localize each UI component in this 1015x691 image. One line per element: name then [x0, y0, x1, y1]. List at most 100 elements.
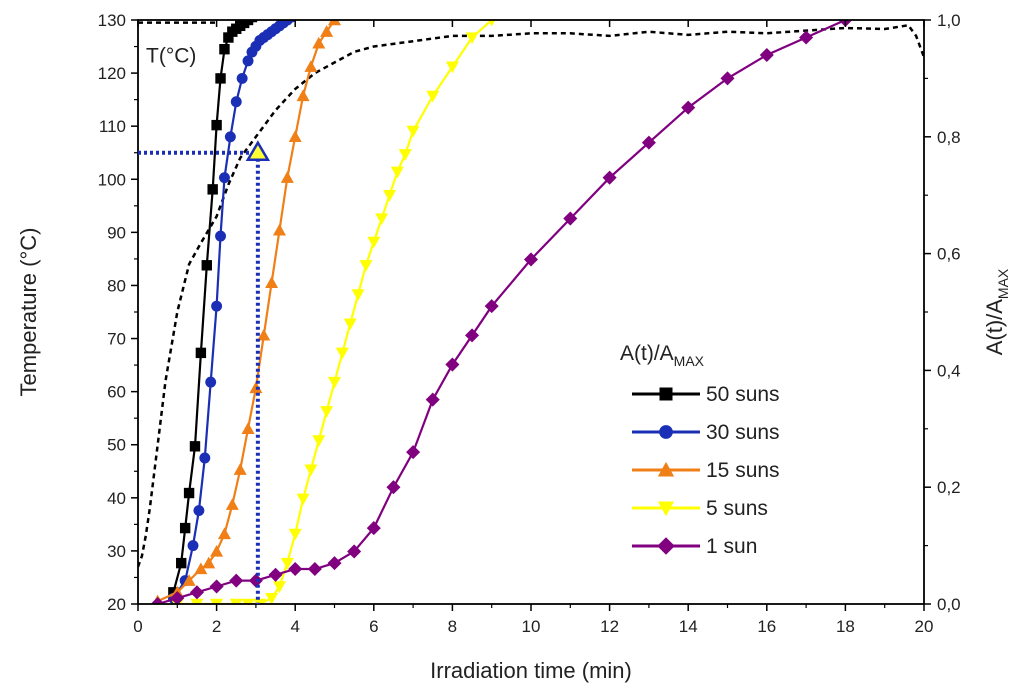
data-point-diamond: [917, 0, 931, 4]
data-point-square: [179, 522, 191, 534]
plot-frame: [137, 19, 925, 605]
data-point-diamond: [445, 357, 460, 372]
data-point-triangle-down: [488, 20, 496, 27]
data-point-circle: [236, 72, 248, 84]
data-point-circle: [659, 425, 673, 439]
marker-point-triangle: [245, 140, 271, 161]
data-point-triangle-down: [445, 61, 459, 74]
data-point-circle: [242, 55, 254, 67]
legend-label: 15 suns: [706, 459, 780, 482]
data-point-square: [176, 557, 187, 569]
y2-tick-label: 0,6: [937, 245, 961, 264]
temperature-curve: [138, 23, 924, 568]
data-point-diamond: [307, 561, 322, 576]
data-point-circle: [215, 230, 226, 242]
y-tick-label: 30: [107, 542, 126, 561]
data-point-triangle-up: [304, 60, 318, 72]
temperature-label: T(°C): [146, 44, 196, 67]
legend-label: 50 suns: [706, 383, 780, 406]
data-point-square: [242, 20, 254, 26]
data-point-triangle-down: [190, 598, 204, 604]
data-point-triangle-down: [351, 289, 365, 301]
data-point-square: [219, 44, 230, 55]
series-30-suns: [167, 20, 296, 604]
x-tick-label: 18: [836, 617, 855, 636]
data-point-triangle-down: [657, 501, 675, 517]
data-point-diamond: [150, 596, 165, 604]
data-point-diamond: [268, 567, 283, 582]
data-point-square: [270, 0, 280, 2]
data-point-triangle-up: [288, 130, 302, 142]
data-point-triangle-up: [312, 36, 326, 49]
data-point-square: [255, 6, 265, 16]
x-tick-label: 0: [133, 617, 142, 636]
data-point-square: [201, 260, 212, 271]
data-point-diamond: [386, 480, 401, 495]
data-point-square: [659, 387, 673, 401]
y2-tick-label: 0,0: [937, 595, 961, 614]
y-tick-label: 100: [98, 170, 126, 189]
data-point-triangle-up: [257, 328, 271, 341]
data-point-circle: [193, 505, 205, 517]
x-tick-label: 4: [290, 617, 299, 636]
data-point-diamond: [288, 561, 303, 576]
y2-tick-label: 0,8: [937, 128, 961, 147]
data-point-diamond: [720, 71, 735, 86]
x-tick-label: 6: [369, 617, 378, 636]
data-point-circle: [205, 376, 217, 388]
data-point-square: [266, 0, 276, 8]
data-point-triangle-down: [406, 125, 420, 138]
data-point-square: [259, 3, 269, 13]
data-point-triangle-up: [272, 223, 286, 236]
data-point-triangle-down: [265, 592, 279, 604]
data-point-triangle-up: [233, 463, 247, 475]
data-point-triangle-down: [367, 236, 381, 249]
data-point-triangle-down: [296, 493, 310, 506]
legend-item: 15 suns: [632, 459, 780, 482]
data-point-triangle-up: [657, 461, 675, 477]
data-point-triangle-up: [225, 498, 239, 510]
y2-tick-label: 0,2: [937, 478, 961, 497]
data-point-triangle-down: [328, 376, 341, 389]
y-tick-label: 40: [107, 489, 126, 508]
data-point-triangle-down: [280, 557, 294, 570]
data-point-triangle-down: [505, 0, 518, 3]
data-point-triangle-down: [375, 213, 389, 226]
y2-tick-label: 1,0: [937, 11, 961, 30]
y2-axis-title-main: A(t)/A: [982, 299, 1007, 356]
data-point-triangle-up: [296, 89, 310, 102]
series-1-sun: [150, 0, 931, 604]
series-line: [157, 20, 337, 603]
x-tick-label: 20: [915, 617, 934, 636]
data-point-triangle-up: [217, 527, 231, 540]
data-point-triangle-down: [426, 90, 440, 103]
data-point-diamond: [759, 48, 774, 63]
x-tick-label: 2: [212, 617, 221, 636]
series-50-suns: [168, 0, 280, 598]
y-tick-label: 130: [98, 11, 126, 30]
data-point-square: [223, 32, 234, 43]
data-point-triangle-down: [335, 347, 349, 360]
data-point-diamond: [523, 252, 539, 267]
data-point-triangle-up: [367, 0, 380, 2]
legend-item: 1 sun: [632, 535, 757, 558]
x-tick-label: 14: [679, 617, 698, 636]
data-point-triangle-down: [241, 598, 255, 604]
data-point-square: [251, 9, 261, 19]
data-point-triangle-down: [390, 166, 404, 179]
data-point-diamond: [484, 299, 499, 314]
data-point-square: [168, 587, 179, 598]
series-line: [172, 20, 250, 593]
series-5-suns: [170, 0, 518, 604]
y-tick-label: 120: [98, 64, 126, 83]
series-line: [157, 20, 850, 604]
data-point-diamond: [425, 392, 440, 407]
data-point-square: [215, 73, 226, 84]
data-point-square: [195, 347, 207, 359]
data-point-triangle-up: [241, 422, 255, 434]
data-point-diamond: [641, 135, 656, 150]
y2-axis-title: A(t)/AMAX: [982, 268, 1011, 355]
data-point-circle: [224, 131, 236, 143]
data-point-diamond: [681, 100, 696, 115]
